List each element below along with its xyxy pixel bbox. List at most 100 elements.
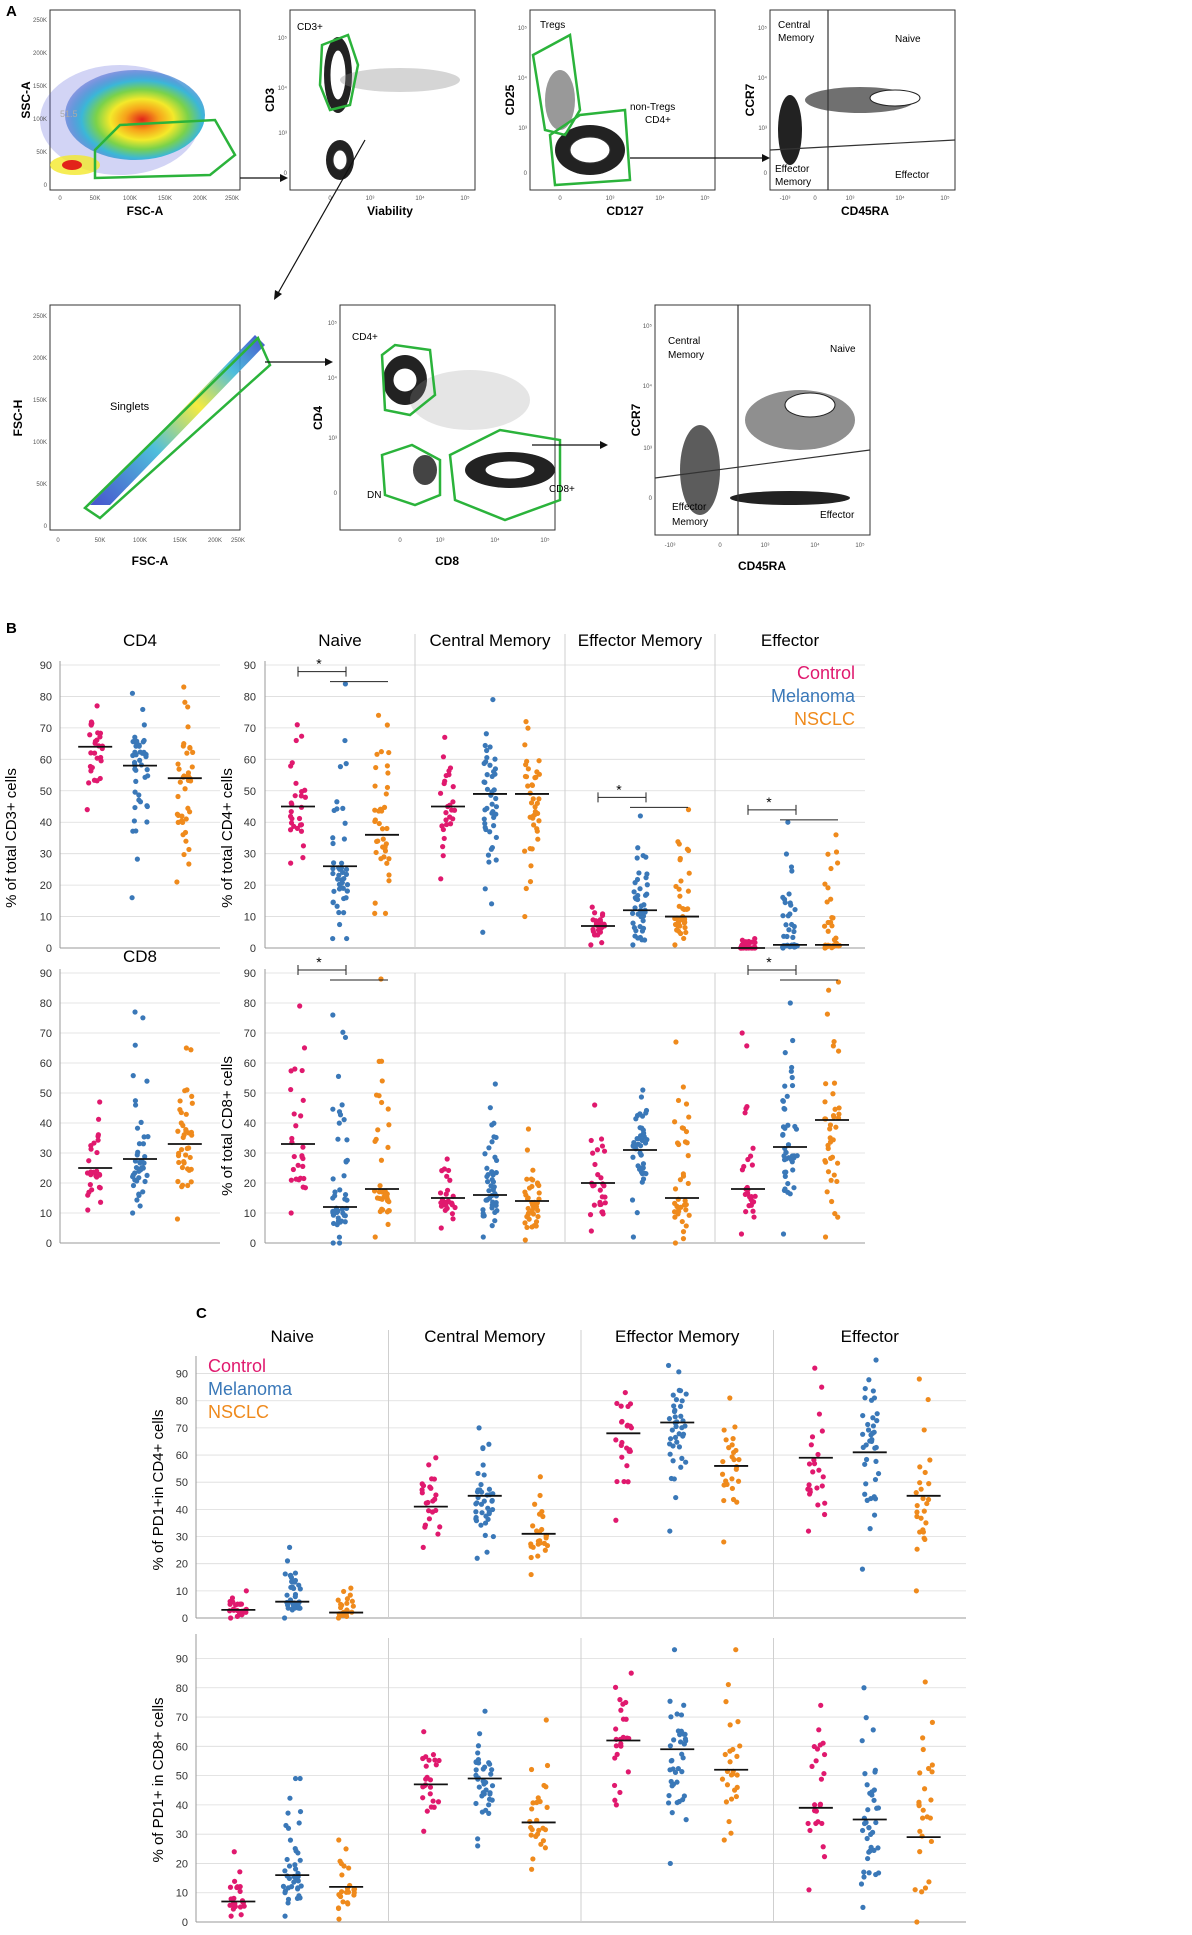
data-point xyxy=(680,1084,686,1090)
data-point xyxy=(781,1157,788,1163)
data-point xyxy=(141,722,147,728)
data-point xyxy=(592,1161,598,1168)
data-point xyxy=(88,1169,94,1175)
data-point xyxy=(346,1865,352,1871)
data-point xyxy=(484,786,491,792)
y-tick-label: 30 xyxy=(40,1148,52,1160)
data-point xyxy=(528,1541,534,1547)
data-point xyxy=(544,1762,551,1769)
data-point xyxy=(528,863,534,869)
significance-star: * xyxy=(766,794,772,810)
data-point xyxy=(484,772,490,778)
y-tick-label: 70 xyxy=(176,1712,188,1724)
data-point xyxy=(299,1154,305,1160)
data-point xyxy=(676,903,682,909)
data-point xyxy=(140,739,146,745)
y-tick: 10³ xyxy=(278,131,287,137)
data-point xyxy=(284,1856,290,1863)
data-point xyxy=(176,1159,182,1166)
data-point xyxy=(597,917,603,923)
data-point xyxy=(614,1400,620,1407)
data-point xyxy=(727,1722,733,1728)
data-point xyxy=(737,1743,743,1749)
data-point xyxy=(922,1536,928,1543)
data-point xyxy=(630,920,636,926)
data-point xyxy=(344,1900,351,1906)
data-point xyxy=(782,1050,788,1056)
data-point xyxy=(529,1806,535,1812)
data-point xyxy=(372,783,378,789)
data-point xyxy=(378,1099,385,1106)
data-point xyxy=(543,1535,549,1541)
data-point xyxy=(442,778,448,784)
data-point xyxy=(419,1490,425,1496)
data-point xyxy=(436,1757,442,1764)
data-point xyxy=(625,1769,631,1775)
data-point xyxy=(624,1463,630,1469)
y-tick-label: 70 xyxy=(40,1028,52,1040)
quadrant-label: Effector xyxy=(672,502,707,513)
data-point xyxy=(600,1211,606,1217)
data-point xyxy=(386,749,392,756)
data-point xyxy=(144,1078,150,1084)
y-tick-label: 0 xyxy=(46,1238,52,1250)
data-point xyxy=(339,1102,345,1108)
data-point xyxy=(811,1461,818,1467)
data-point xyxy=(744,1043,750,1049)
data-point xyxy=(331,888,337,894)
data-point xyxy=(439,823,445,829)
data-point xyxy=(920,1735,926,1741)
data-point xyxy=(537,1474,543,1480)
data-point xyxy=(667,1436,674,1442)
data-point xyxy=(344,888,350,894)
data-point xyxy=(726,1818,732,1825)
x-tick: 10⁴ xyxy=(895,195,905,202)
data-point xyxy=(486,1188,492,1194)
y-tick: 50K xyxy=(36,150,47,156)
data-point xyxy=(429,1476,435,1482)
data-point xyxy=(920,1807,926,1813)
data-point xyxy=(602,1200,608,1206)
x-axis-label: Viability xyxy=(367,204,413,218)
x-axis-label: FSC-A xyxy=(132,554,169,568)
data-point xyxy=(292,1066,298,1072)
data-point xyxy=(344,1157,350,1163)
data-point xyxy=(872,1767,878,1773)
quadrant-label: Naive xyxy=(895,34,921,45)
x-axis-label: CD127 xyxy=(606,204,644,218)
data-point xyxy=(484,1165,490,1171)
data-point xyxy=(486,859,492,865)
data-point xyxy=(301,1045,308,1051)
data-point xyxy=(528,1824,534,1831)
data-point xyxy=(542,1547,548,1553)
data-point xyxy=(824,1189,830,1195)
data-point xyxy=(337,1187,343,1193)
data-point xyxy=(612,1684,619,1690)
data-point xyxy=(631,889,637,895)
data-point xyxy=(136,1191,142,1197)
data-point xyxy=(133,743,139,749)
data-point xyxy=(480,1766,486,1772)
data-point xyxy=(487,1791,493,1797)
data-point xyxy=(349,1598,355,1604)
data-point xyxy=(482,779,488,786)
data-point xyxy=(928,1838,935,1845)
data-point xyxy=(86,780,92,786)
x-axis-label: FSC-A xyxy=(127,204,164,218)
data-point xyxy=(344,1600,350,1606)
data-point xyxy=(386,1122,392,1128)
data-point xyxy=(330,870,336,877)
x-tick: 250K xyxy=(231,538,245,544)
data-point xyxy=(721,1539,727,1545)
data-point xyxy=(449,807,455,813)
data-point xyxy=(815,1502,821,1508)
data-point xyxy=(482,1779,488,1785)
data-point xyxy=(535,1553,541,1559)
data-point xyxy=(810,1469,816,1475)
data-point xyxy=(386,1208,392,1214)
data-point xyxy=(827,1139,834,1145)
data-point xyxy=(818,1702,824,1708)
data-point xyxy=(447,1177,453,1183)
data-point xyxy=(679,1125,685,1131)
data-point xyxy=(183,1152,189,1158)
